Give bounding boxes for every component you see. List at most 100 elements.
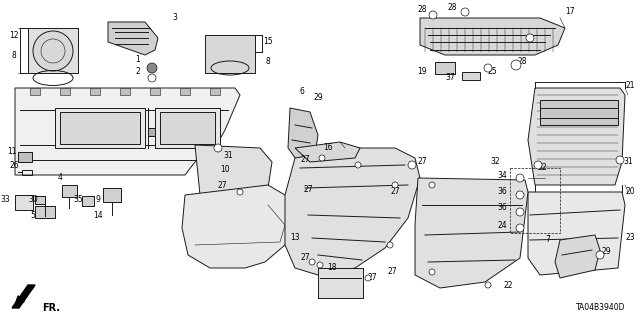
Polygon shape [12, 285, 35, 308]
Bar [148, 128, 155, 136]
Polygon shape [295, 142, 360, 162]
Polygon shape [285, 148, 420, 275]
Bar [55, 108, 145, 148]
Text: 9: 9 [95, 196, 100, 204]
Circle shape [429, 11, 437, 19]
Text: TA04B3940D: TA04B3940D [575, 303, 625, 312]
Bar [318, 268, 363, 298]
Text: 31: 31 [623, 158, 633, 167]
Circle shape [148, 74, 156, 82]
Text: 3: 3 [173, 13, 177, 23]
Circle shape [534, 161, 542, 169]
Text: 5: 5 [31, 211, 35, 219]
Text: 34: 34 [497, 170, 507, 180]
Circle shape [429, 269, 435, 275]
Circle shape [516, 208, 524, 216]
Text: 32: 32 [537, 164, 547, 173]
Text: 28: 28 [447, 4, 457, 12]
Text: 6: 6 [300, 87, 305, 97]
Bar [90, 88, 100, 95]
Polygon shape [195, 145, 272, 205]
Text: 24: 24 [497, 220, 507, 229]
Circle shape [526, 34, 534, 42]
Polygon shape [528, 192, 625, 275]
Text: 27: 27 [300, 155, 310, 165]
Text: 8: 8 [12, 50, 17, 60]
Text: 15: 15 [263, 38, 273, 47]
Circle shape [596, 251, 604, 259]
Polygon shape [108, 22, 158, 55]
Circle shape [387, 242, 393, 248]
Bar [22, 170, 32, 175]
Text: 36: 36 [497, 204, 507, 212]
Circle shape [309, 259, 315, 265]
Circle shape [408, 161, 416, 169]
Text: 27: 27 [417, 158, 427, 167]
Circle shape [214, 144, 222, 152]
Bar [180, 88, 190, 95]
Text: 21: 21 [625, 80, 635, 90]
Circle shape [319, 155, 325, 161]
Text: 28: 28 [517, 57, 527, 66]
Bar [160, 112, 215, 144]
Circle shape [429, 182, 435, 188]
Circle shape [237, 189, 243, 195]
Text: 2: 2 [136, 68, 140, 77]
Bar [435, 62, 455, 74]
Text: FR.: FR. [42, 303, 60, 313]
Bar [62, 185, 77, 197]
Bar [210, 88, 220, 95]
Polygon shape [182, 185, 295, 268]
Bar [18, 152, 32, 162]
Text: 33: 33 [0, 196, 10, 204]
Bar [155, 108, 220, 148]
Bar [15, 195, 33, 210]
Circle shape [355, 162, 361, 168]
Circle shape [147, 63, 157, 73]
Bar [462, 72, 480, 80]
Circle shape [33, 31, 73, 71]
Bar [540, 100, 618, 125]
Text: 20: 20 [625, 188, 635, 197]
Text: 27: 27 [217, 181, 227, 189]
Bar [205, 35, 255, 73]
Text: 27: 27 [303, 186, 313, 195]
Polygon shape [15, 88, 240, 175]
Text: 19: 19 [417, 68, 427, 77]
Text: 12: 12 [9, 31, 19, 40]
Bar [120, 88, 130, 95]
Text: 23: 23 [625, 234, 635, 242]
Text: 30: 30 [28, 196, 38, 204]
Circle shape [484, 64, 492, 72]
Text: 1: 1 [136, 56, 140, 64]
Text: 13: 13 [290, 234, 300, 242]
Text: 26: 26 [9, 160, 19, 169]
Bar [103, 188, 121, 202]
Text: 7: 7 [545, 235, 550, 244]
Circle shape [461, 8, 469, 16]
Circle shape [317, 262, 323, 268]
Text: 10: 10 [220, 166, 230, 174]
Text: 17: 17 [565, 8, 575, 17]
Polygon shape [288, 108, 318, 162]
Bar [150, 88, 160, 95]
Text: 27: 27 [387, 268, 397, 277]
Polygon shape [528, 88, 625, 185]
Text: 11: 11 [7, 147, 17, 157]
Bar [28, 28, 78, 73]
Circle shape [516, 191, 524, 199]
Bar [510, 168, 560, 233]
Bar [60, 88, 70, 95]
Polygon shape [555, 235, 600, 278]
Polygon shape [420, 18, 565, 55]
Circle shape [365, 275, 371, 281]
Circle shape [516, 174, 524, 182]
Circle shape [511, 60, 521, 70]
Circle shape [485, 282, 491, 288]
Text: 27: 27 [367, 273, 377, 283]
Text: 35: 35 [73, 196, 83, 204]
Text: 29: 29 [601, 248, 611, 256]
Text: 28: 28 [417, 5, 427, 14]
Text: 27: 27 [300, 254, 310, 263]
Text: 29: 29 [313, 93, 323, 102]
